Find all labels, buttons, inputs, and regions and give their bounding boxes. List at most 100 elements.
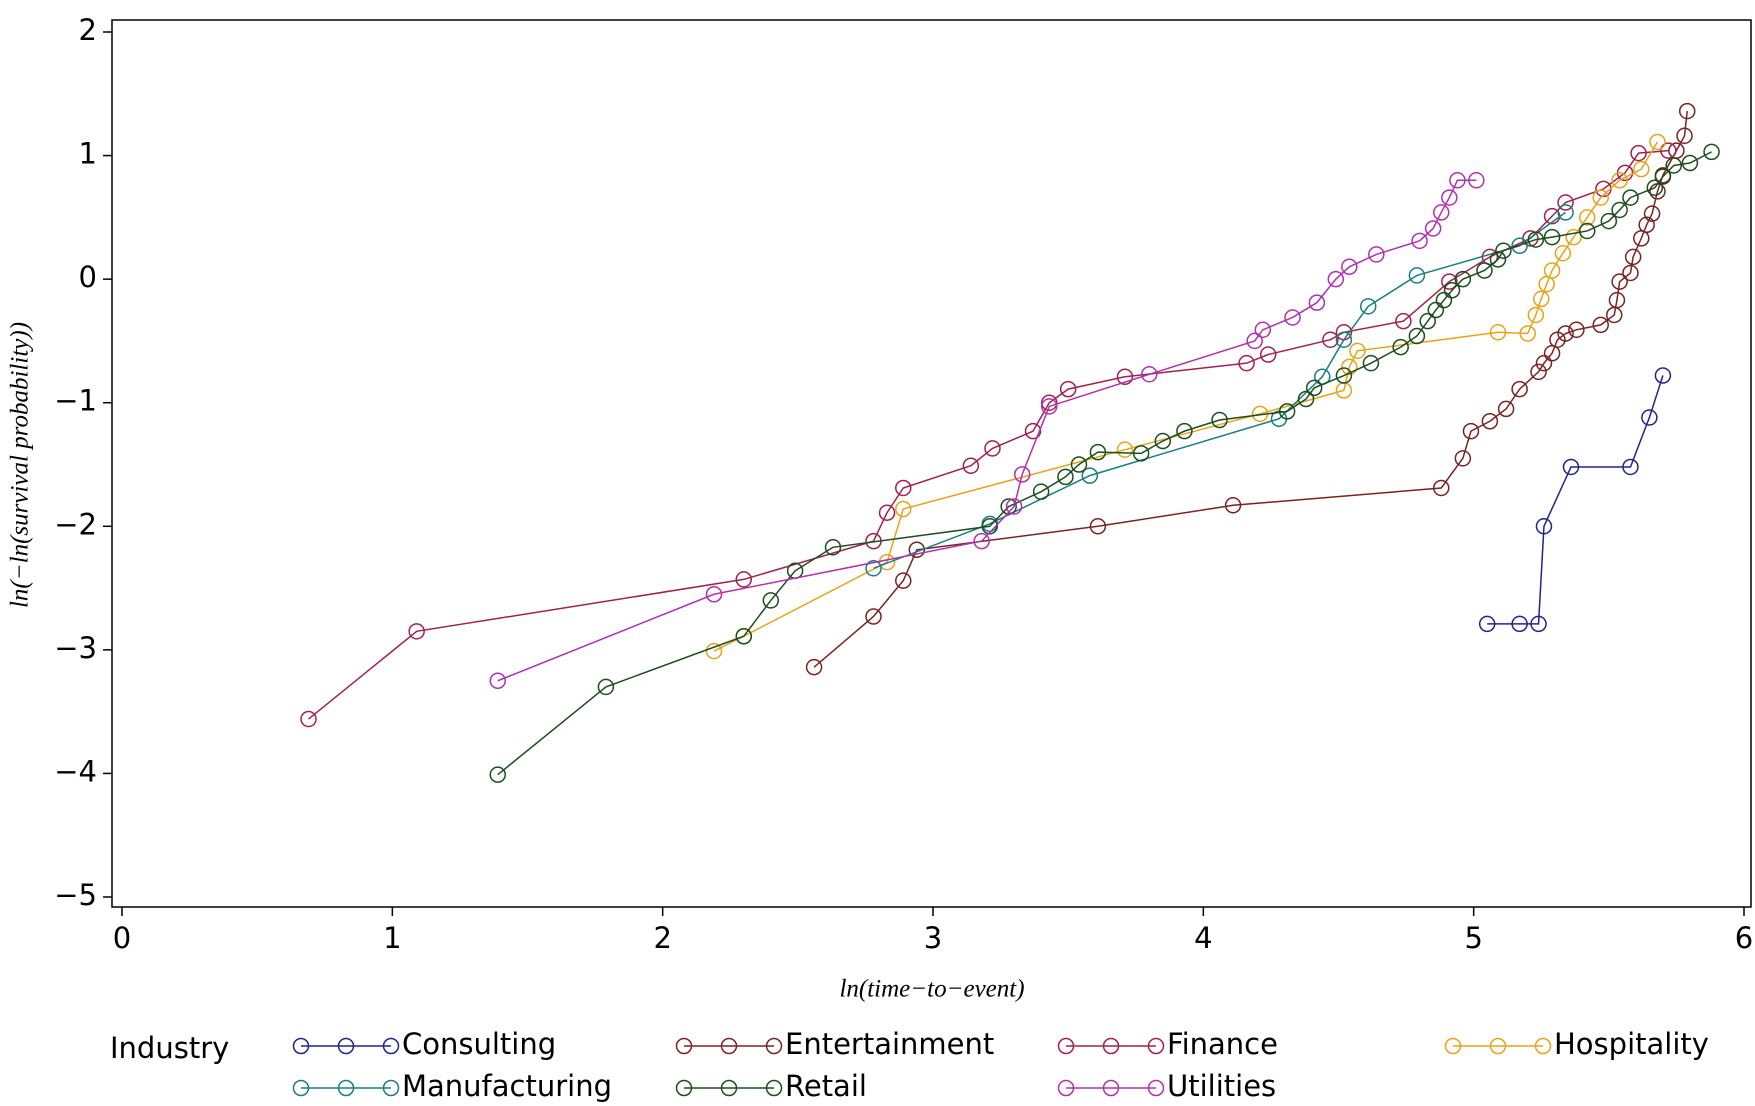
data-point — [1427, 301, 1445, 319]
data-point — [1478, 615, 1496, 633]
y-tick-label: −5 — [54, 878, 97, 912]
data-point — [1527, 231, 1545, 248]
data-point — [1622, 264, 1639, 282]
data-point — [1454, 270, 1472, 288]
data-point — [1649, 133, 1666, 151]
data-point — [1305, 379, 1323, 397]
data-point — [1535, 354, 1553, 372]
data-point — [865, 608, 882, 625]
data-point — [1224, 497, 1242, 514]
legend-marker — [382, 1037, 400, 1055]
data-point — [1489, 324, 1507, 341]
data-point — [1441, 189, 1458, 206]
data-point — [1592, 189, 1609, 206]
legend-marker — [1444, 1037, 1462, 1055]
series-line — [1487, 375, 1664, 625]
data-point — [1441, 273, 1458, 290]
legend-marker — [1102, 1079, 1120, 1097]
data-point — [1611, 172, 1628, 189]
series-line — [713, 141, 1659, 652]
data-point — [1392, 338, 1409, 356]
data-point — [1511, 380, 1528, 398]
data-point — [1349, 342, 1366, 360]
data-point — [1341, 258, 1358, 276]
data-point — [1424, 220, 1442, 237]
data-point — [1040, 398, 1058, 415]
data-point — [1622, 189, 1639, 206]
data-point — [981, 518, 999, 535]
data-point — [865, 560, 882, 577]
data-point — [1654, 367, 1672, 384]
data-point — [705, 586, 723, 603]
data-point — [1154, 432, 1172, 450]
data-point — [1000, 498, 1017, 515]
x-tick-label: 0 — [113, 921, 131, 955]
data-point — [895, 572, 912, 589]
data-point — [1419, 312, 1436, 330]
data-point — [1557, 204, 1574, 221]
legend-label: Manufacturing — [402, 1069, 612, 1103]
data-point — [1059, 380, 1077, 398]
legend-marker — [675, 1079, 693, 1097]
data-point — [1362, 354, 1380, 372]
data-point — [984, 440, 1001, 457]
data-point — [300, 710, 317, 728]
data-point — [762, 592, 780, 609]
data-point — [1040, 394, 1058, 411]
legend-marker — [337, 1079, 355, 1097]
data-point — [1176, 422, 1193, 440]
data-point — [1132, 445, 1150, 462]
data-point — [1578, 222, 1596, 240]
x-axis-label: ln(time−to−event) — [839, 976, 1024, 1003]
data-point — [597, 678, 615, 696]
series-line — [497, 151, 1712, 776]
y-tick-label: −4 — [54, 754, 97, 788]
data-point — [1530, 363, 1547, 381]
data-point — [1238, 354, 1255, 372]
legend-marker — [1489, 1037, 1507, 1055]
data-point — [973, 532, 990, 550]
data-point — [1578, 209, 1596, 226]
data-point — [1676, 127, 1693, 145]
data-point — [1611, 273, 1628, 290]
data-point — [1481, 413, 1499, 430]
data-point — [1322, 331, 1339, 348]
data-point — [1432, 479, 1450, 497]
data-point — [1408, 327, 1426, 345]
x-tick-label: 6 — [1735, 921, 1753, 955]
data-point — [1489, 251, 1507, 268]
data-point — [1638, 216, 1655, 234]
legend-marker — [292, 1037, 310, 1055]
x-tick-label: 4 — [1194, 921, 1212, 955]
legend-marker — [675, 1037, 693, 1055]
data-point — [1643, 205, 1661, 222]
data-point — [1497, 400, 1515, 418]
data-point — [1646, 179, 1664, 196]
data-point — [1543, 228, 1561, 246]
x-tick-label: 1 — [383, 921, 401, 955]
data-point — [1462, 422, 1480, 440]
data-point — [1089, 443, 1107, 461]
data-point — [1327, 270, 1345, 288]
data-point — [735, 628, 753, 645]
y-tick-label: 0 — [79, 260, 97, 294]
legend-marker — [337, 1037, 355, 1055]
data-point — [1600, 212, 1618, 230]
legend-label: Consulting — [402, 1027, 556, 1061]
data-point — [1557, 194, 1574, 211]
data-point — [1611, 201, 1628, 219]
y-axis-label: ln(−ln(survival probability)) — [7, 322, 34, 608]
data-point — [1254, 321, 1272, 339]
data-point — [1519, 325, 1536, 342]
data-point — [1032, 483, 1050, 500]
data-point — [1660, 142, 1677, 159]
data-point — [1641, 409, 1658, 426]
data-point — [1278, 403, 1296, 420]
plot-frame — [111, 19, 1752, 908]
legend-marker — [1057, 1079, 1075, 1097]
data-point — [1335, 331, 1353, 348]
data-point — [1530, 615, 1547, 633]
data-point — [1089, 518, 1107, 535]
legend-marker — [382, 1079, 400, 1097]
legend-marker — [1147, 1079, 1165, 1097]
